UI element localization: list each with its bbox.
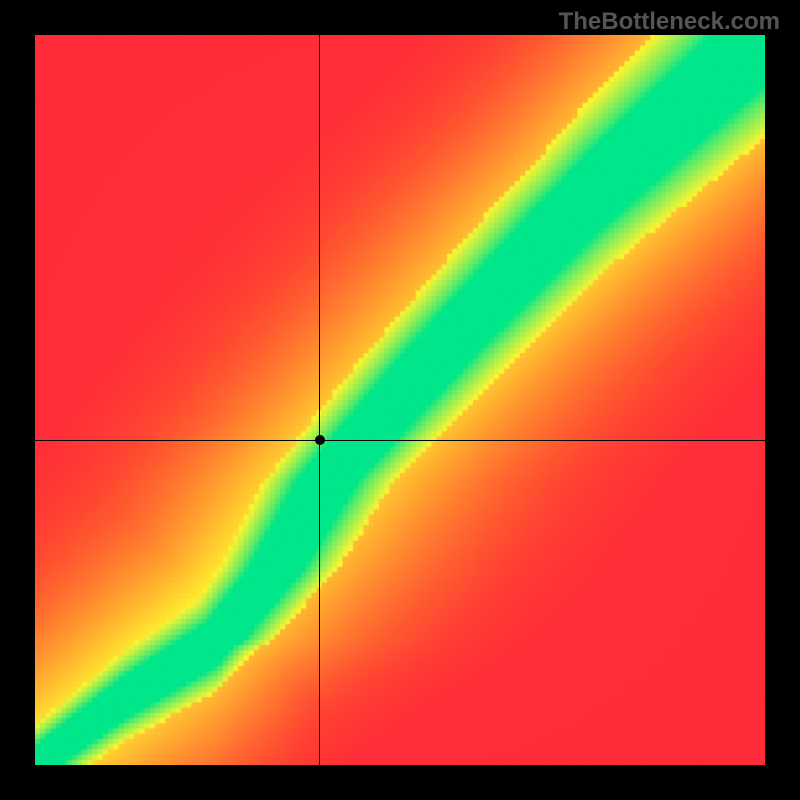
marker-dot (315, 435, 325, 445)
crosshair-horizontal (35, 440, 765, 441)
heatmap-canvas (35, 35, 765, 765)
watermark-text: TheBottleneck.com (559, 8, 780, 36)
chart-container: TheBottleneck.com (0, 0, 800, 800)
crosshair-vertical (319, 35, 320, 765)
